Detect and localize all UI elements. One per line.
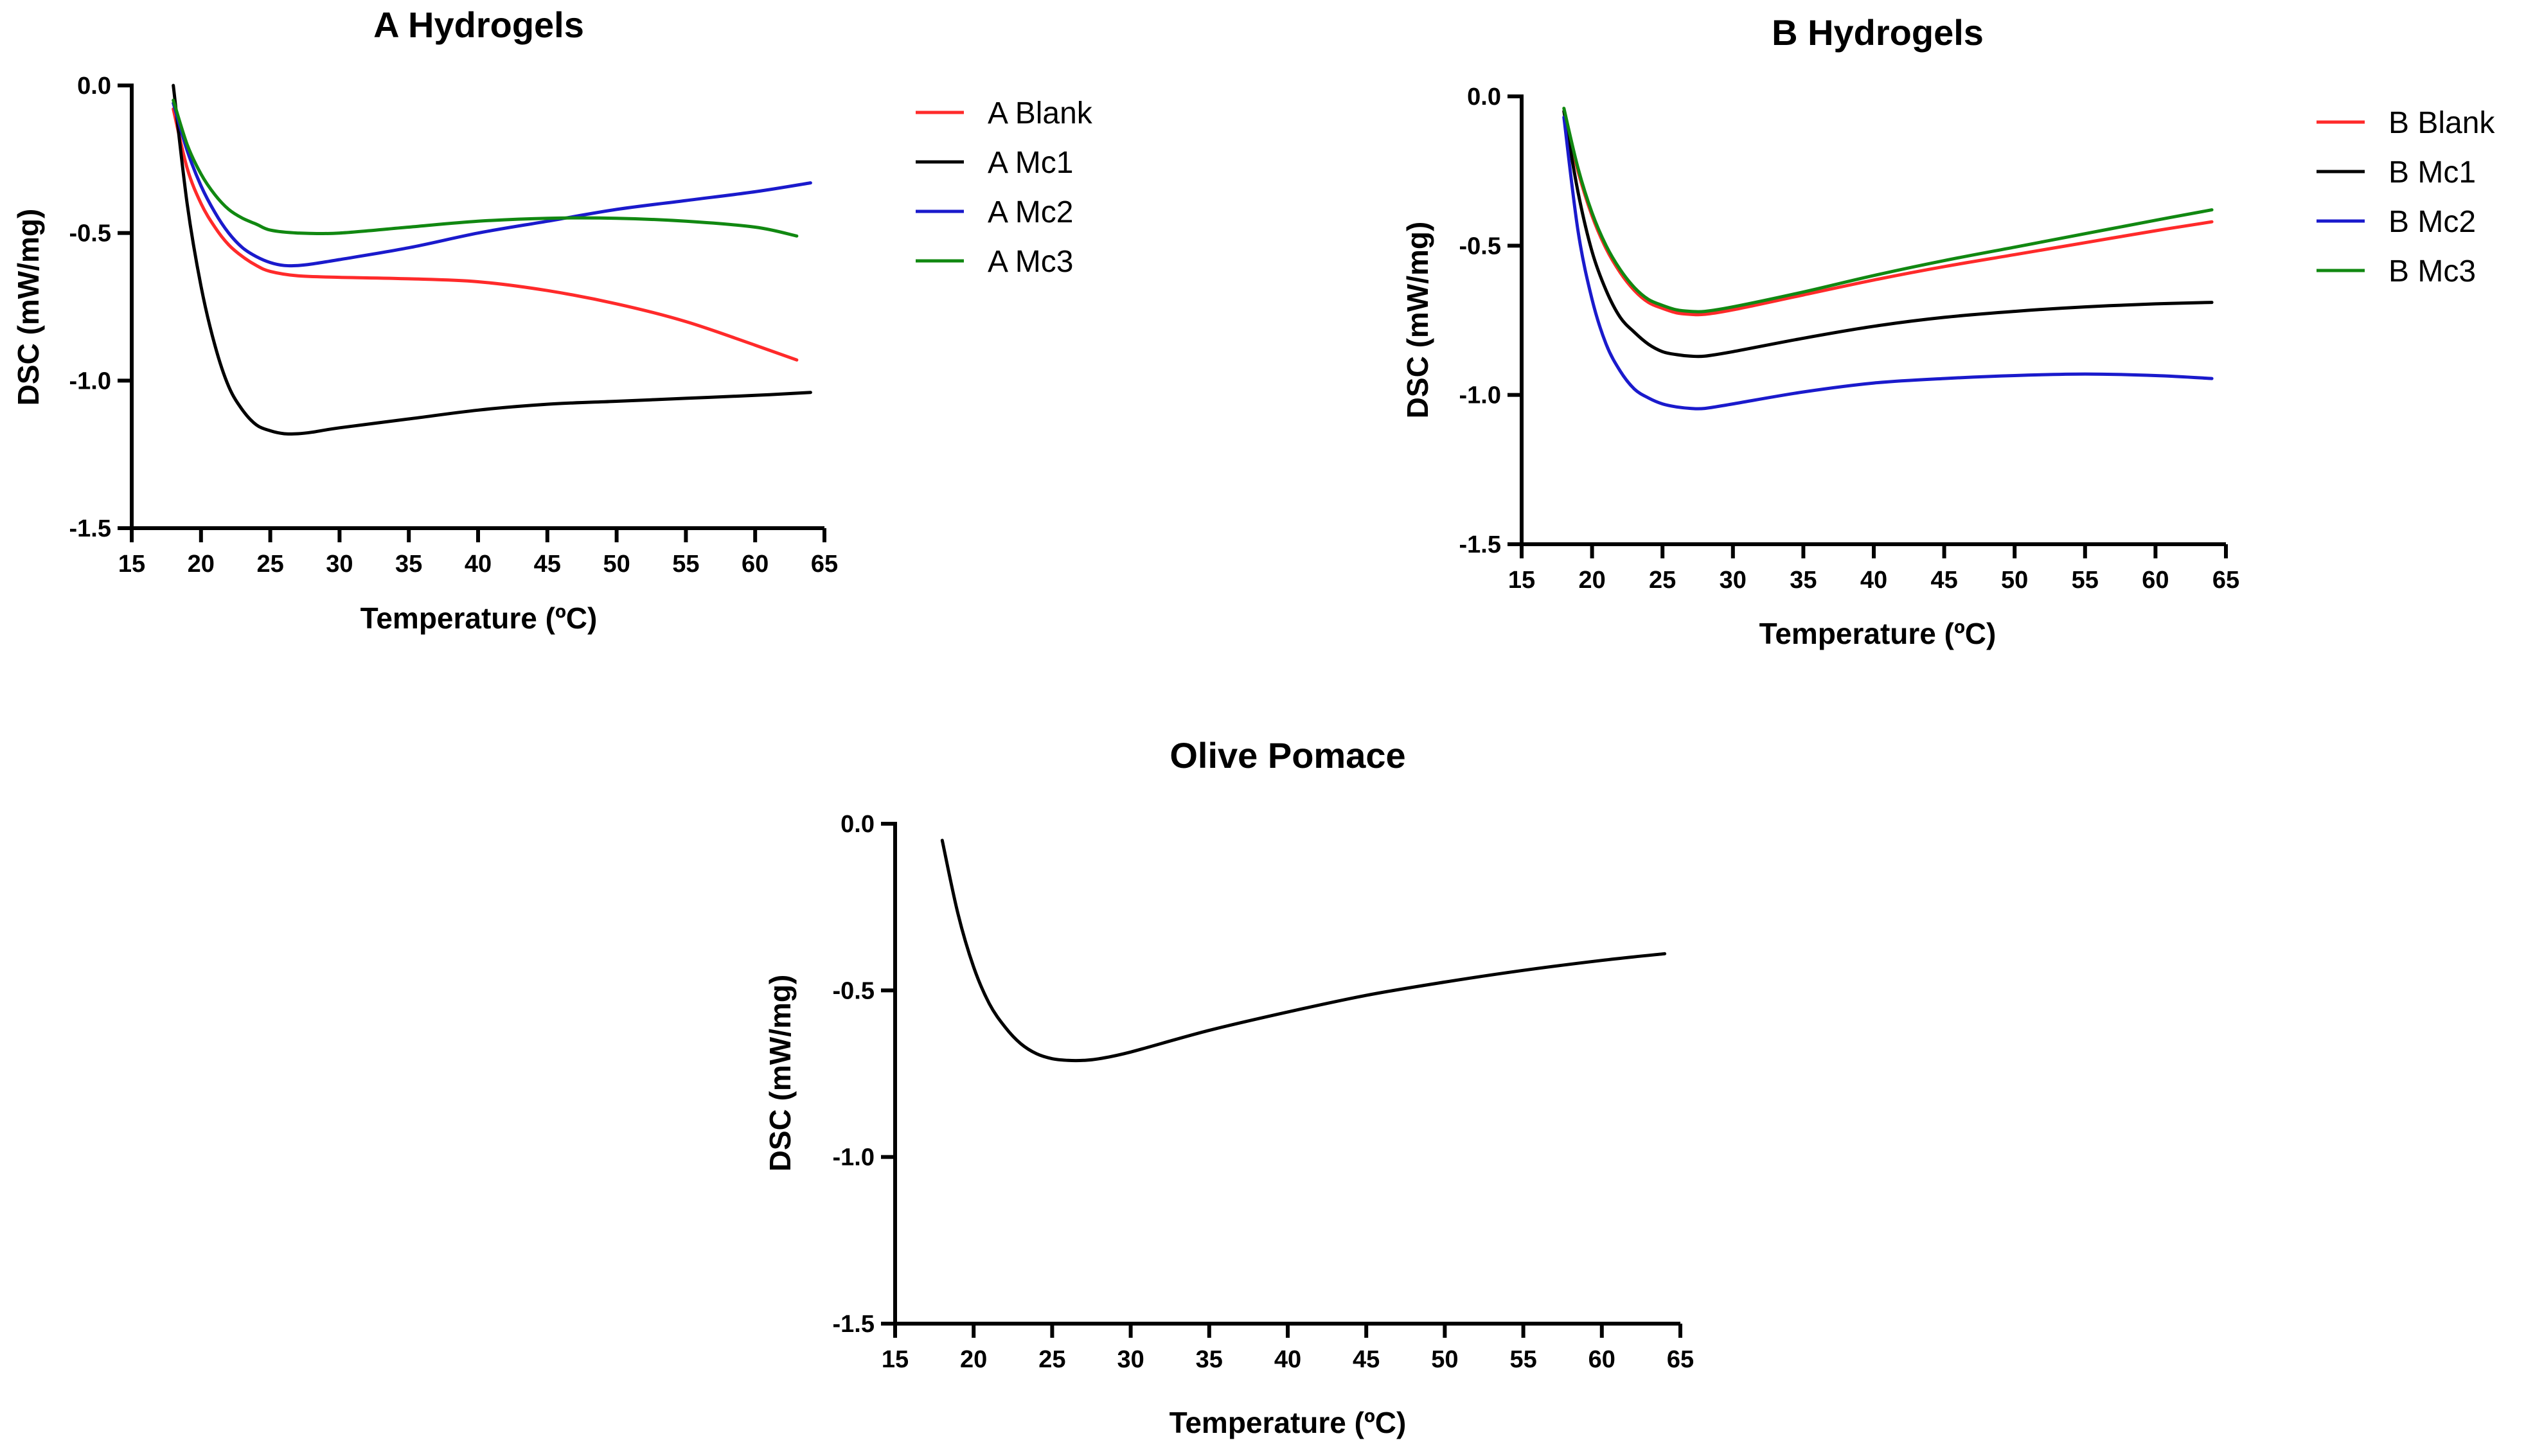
chart-title: B Hydrogels bbox=[1772, 12, 1984, 53]
x-tick-label: 55 bbox=[1509, 1346, 1536, 1373]
y-tick-label: -1.0 bbox=[69, 368, 111, 395]
x-axis-label: Temperature (ºC) bbox=[1759, 617, 1997, 650]
x-tick-label: 20 bbox=[188, 551, 215, 578]
y-tick-label: 0.0 bbox=[841, 811, 875, 838]
legend-label: A Mc1 bbox=[988, 146, 1073, 180]
x-tick-label: 15 bbox=[118, 551, 145, 578]
y-tick-label: -0.5 bbox=[833, 977, 875, 1004]
series-line-b-mc2 bbox=[1562, 116, 2214, 411]
series-line-a-mc2 bbox=[172, 102, 812, 268]
x-tick-label: 50 bbox=[2001, 567, 2028, 594]
chart-a-hydrogels: A Hydrogels 15 20 25 30 35 40 45 50 55 60 65 0.0 -0.… bbox=[12, 4, 1093, 635]
series-line-b-mc3 bbox=[1562, 107, 2214, 314]
series-line-a-blank bbox=[172, 107, 799, 362]
chart-b-hydrogels: B Hydrogels 15 20 25 30 35 40 45 50 55 60 65 0.0 -0.… bbox=[1401, 12, 2495, 650]
y-tick-label: 0.0 bbox=[77, 73, 111, 100]
y-axis-label: DSC (mW/mg) bbox=[1401, 222, 1434, 419]
series-line-olive-pomace bbox=[940, 839, 1667, 1063]
axes: 15 20 25 30 35 40 45 50 55 60 65 0.0 -0.5 -1.0 -1.5 bbox=[1459, 84, 2240, 594]
y-tick-label: -1.0 bbox=[833, 1144, 875, 1171]
x-tick-label: 35 bbox=[395, 551, 422, 578]
x-tick-label: 30 bbox=[1117, 1346, 1144, 1373]
legend-item: B Mc3 bbox=[2317, 254, 2476, 289]
x-tick-label: 65 bbox=[1667, 1346, 1694, 1373]
legend-label: B Mc2 bbox=[2388, 205, 2476, 239]
y-axis-label: DSC (mW/mg) bbox=[763, 975, 797, 1172]
x-tick-label: 45 bbox=[1930, 567, 1957, 594]
x-tick-label: 20 bbox=[960, 1346, 987, 1373]
legend-item: A Blank bbox=[916, 96, 1093, 130]
x-tick-label: 50 bbox=[603, 551, 630, 578]
chart-title: A Hydrogels bbox=[373, 4, 584, 45]
legend-label: A Blank bbox=[988, 96, 1093, 130]
legend: B Blank B Mc1 B Mc2 B Mc3 bbox=[2317, 106, 2495, 289]
series-layer bbox=[940, 839, 1667, 1063]
x-tick-label: 40 bbox=[1860, 567, 1887, 594]
legend-label: B Blank bbox=[2388, 106, 2495, 140]
legend-label: B Mc1 bbox=[2388, 155, 2476, 190]
x-tick-label: 45 bbox=[1353, 1346, 1380, 1373]
series-layer bbox=[1562, 107, 2214, 411]
y-tick-label: -1.5 bbox=[69, 515, 111, 542]
series-line-a-mc3 bbox=[172, 98, 799, 238]
y-tick-label: 0.0 bbox=[1467, 84, 1501, 111]
x-tick-label: 35 bbox=[1790, 567, 1817, 594]
y-tick-label: -0.5 bbox=[69, 220, 111, 247]
legend-item: B Mc1 bbox=[2317, 155, 2476, 190]
x-tick-label: 35 bbox=[1196, 1346, 1223, 1373]
series-line-a-mc1 bbox=[172, 84, 812, 436]
x-tick-label: 65 bbox=[2212, 567, 2239, 594]
x-tick-label: 45 bbox=[534, 551, 561, 578]
x-tick-label: 25 bbox=[1649, 567, 1676, 594]
legend-label: A Mc2 bbox=[988, 195, 1073, 229]
x-tick-label: 30 bbox=[326, 551, 353, 578]
x-tick-label: 60 bbox=[742, 551, 769, 578]
axes: 15 20 25 30 35 40 45 50 55 60 65 0.0 -0.5 -1.0 -1.5 bbox=[69, 73, 839, 578]
legend-label: B Mc3 bbox=[2388, 254, 2476, 289]
series-line-b-blank bbox=[1562, 109, 2214, 317]
x-axis-label: Temperature (ºC) bbox=[360, 601, 598, 635]
x-tick-label: 20 bbox=[1578, 567, 1605, 594]
y-tick-label: -1.0 bbox=[1459, 382, 1501, 409]
series-layer bbox=[172, 84, 812, 436]
x-tick-label: 30 bbox=[1720, 567, 1747, 594]
legend-item: A Mc3 bbox=[916, 245, 1073, 279]
axes: 15 20 25 30 35 40 45 50 55 60 65 0.0 -0.5 -1.0 -1.5 bbox=[833, 811, 1694, 1373]
x-tick-label: 55 bbox=[2072, 567, 2099, 594]
x-tick-label: 60 bbox=[1588, 1346, 1615, 1373]
series-line-b-mc1 bbox=[1562, 109, 2214, 359]
x-tick-label: 15 bbox=[882, 1346, 909, 1373]
x-tick-label: 40 bbox=[1274, 1346, 1301, 1373]
legend-item: A Mc2 bbox=[916, 195, 1073, 229]
y-tick-label: -1.5 bbox=[833, 1311, 875, 1338]
x-tick-label: 55 bbox=[672, 551, 699, 578]
x-tick-label: 60 bbox=[2142, 567, 2169, 594]
legend-item: A Mc1 bbox=[916, 146, 1073, 180]
x-tick-label: 40 bbox=[465, 551, 492, 578]
legend: A Blank A Mc1 A Mc2 A Mc3 bbox=[916, 96, 1093, 279]
legend-label: A Mc3 bbox=[988, 245, 1073, 279]
legend-item: B Mc2 bbox=[2317, 205, 2476, 239]
y-axis-label: DSC (mW/mg) bbox=[12, 209, 45, 406]
chart-title: Olive Pomace bbox=[1170, 735, 1405, 776]
legend-item: B Blank bbox=[2317, 106, 2495, 140]
y-tick-label: -0.5 bbox=[1459, 233, 1501, 260]
y-tick-label: -1.5 bbox=[1459, 531, 1501, 558]
x-tick-label: 15 bbox=[1508, 567, 1535, 594]
x-tick-label: 25 bbox=[256, 551, 283, 578]
x-tick-label: 50 bbox=[1431, 1346, 1458, 1373]
chart-olive-pomace: Olive Pomace 15 20 25 30 35 40 45 50 55 60 65 0.0 -0… bbox=[763, 735, 1694, 1439]
x-axis-label: Temperature (ºC) bbox=[1170, 1406, 1407, 1439]
x-tick-label: 65 bbox=[811, 551, 838, 578]
x-tick-label: 25 bbox=[1038, 1346, 1065, 1373]
